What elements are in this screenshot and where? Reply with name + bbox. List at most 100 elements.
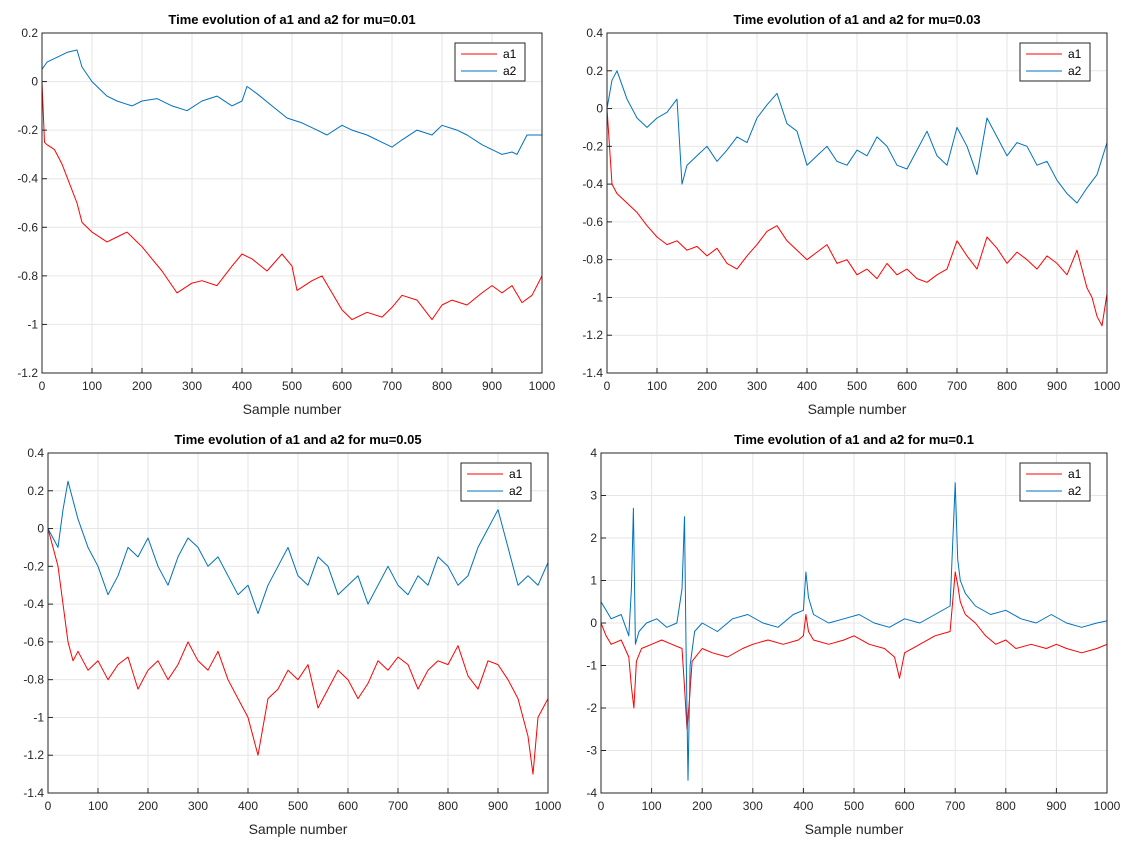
x-tick-label: 700 — [382, 379, 402, 393]
x-tick-label: 1000 — [535, 799, 562, 813]
x-tick-label: 600 — [338, 799, 358, 813]
x-tick-label: 100 — [88, 799, 108, 813]
x-tick-label: 200 — [697, 379, 717, 393]
y-tick-label: -1.2 — [17, 366, 38, 380]
chart-4: 0 100 200 300 400 500 600 700 800 900 1000 -4 -3 -2 -1… — [586, 432, 1120, 837]
y-tick-label: 0 — [37, 522, 44, 536]
x-tick-label: 300 — [182, 379, 202, 393]
chart-title: Time evolution of a1 and a2 for mu=0.03 — [733, 12, 980, 27]
y-tick-label: -1.2 — [582, 328, 603, 342]
series-line-a2 — [48, 480, 548, 615]
x-tick-label: 900 — [488, 799, 508, 813]
x-tick-label: 400 — [238, 799, 258, 813]
x-tick-label: 300 — [747, 379, 767, 393]
legend-label-a1: a1 — [1068, 47, 1082, 61]
y-tick-label: 0 — [590, 616, 597, 630]
y-tick-label: 2 — [590, 531, 597, 545]
x-tick-label: 500 — [847, 379, 867, 393]
y-tick-label: -1.4 — [582, 366, 603, 380]
x-tick-label: 600 — [895, 799, 915, 813]
x-tick-label: 400 — [797, 379, 817, 393]
series-line-a1 — [42, 81, 542, 321]
x-tick-label: 400 — [232, 379, 252, 393]
legend-box — [460, 462, 532, 502]
x-tick-label: 0 — [45, 799, 52, 813]
x-tick-label: 700 — [947, 379, 967, 393]
chart-2: 0 100 200 300 400 500 600 700 800 900 1000 -1.4 -1.2… — [582, 12, 1120, 417]
x-tick-label: 100 — [647, 379, 667, 393]
y-tick-label: 0.2 — [21, 26, 38, 40]
x-tick-label: 700 — [388, 799, 408, 813]
x-tick-label: 0 — [39, 379, 46, 393]
x-tick-label: 900 — [1047, 379, 1067, 393]
legend-box — [1019, 42, 1091, 82]
y-tick-label: -1 — [586, 659, 597, 673]
legend-label-a1: a1 — [509, 467, 523, 481]
chart-title: Time evolution of a1 and a2 for mu=0.1 — [734, 432, 974, 447]
chart-title: Time evolution of a1 and a2 for mu=0.05 — [174, 432, 421, 447]
x-tick-label: 0 — [604, 379, 611, 393]
x-tick-label: 500 — [288, 799, 308, 813]
y-tick-label: -3 — [586, 744, 597, 758]
y-tick-label: -0.6 — [23, 635, 44, 649]
y-tick-label: -0.2 — [17, 123, 38, 137]
y-tick-label: -4 — [586, 786, 597, 800]
legend-box — [1019, 462, 1091, 502]
chart-3: 0 100 200 300 400 500 600 700 800 900 1000 -1.4 -1.2… — [23, 432, 561, 837]
y-tick-label: 0.4 — [586, 26, 603, 40]
y-tick-label: -1 — [27, 317, 38, 331]
series-line-a1 — [607, 108, 1107, 327]
x-tick-label: 300 — [188, 799, 208, 813]
x-tick-label: 1000 — [1094, 799, 1121, 813]
x-axis-label: Sample number — [243, 401, 342, 417]
y-tick-label: 3 — [590, 489, 597, 503]
x-tick-label: 200 — [692, 799, 712, 813]
x-axis-label: Sample number — [249, 821, 348, 837]
x-tick-label: 700 — [945, 799, 965, 813]
series-line-a1 — [601, 571, 1107, 730]
legend-label-a2: a2 — [1068, 484, 1082, 498]
x-axis-label: Sample number — [808, 401, 907, 417]
y-tick-label: -0.2 — [23, 559, 44, 573]
x-tick-label: 800 — [997, 379, 1017, 393]
y-tick-label: -0.2 — [582, 139, 603, 153]
y-tick-label: 0.2 — [586, 64, 603, 78]
y-tick-label: 0 — [31, 75, 38, 89]
x-tick-label: 600 — [897, 379, 917, 393]
x-tick-label: 900 — [482, 379, 502, 393]
y-tick-label: -1 — [592, 290, 603, 304]
legend-label-a2: a2 — [509, 484, 523, 498]
x-tick-label: 200 — [138, 799, 158, 813]
y-tick-label: -0.4 — [17, 172, 38, 186]
x-tick-label: 300 — [743, 799, 763, 813]
x-tick-label: 400 — [793, 799, 813, 813]
x-tick-label: 800 — [996, 799, 1016, 813]
x-tick-label: 100 — [82, 379, 102, 393]
x-tick-label: 900 — [1046, 799, 1066, 813]
x-tick-label: 600 — [332, 379, 352, 393]
y-tick-label: -0.4 — [23, 597, 44, 611]
x-tick-label: 500 — [282, 379, 302, 393]
x-tick-label: 500 — [844, 799, 864, 813]
x-tick-label: 800 — [432, 379, 452, 393]
series-line-a2 — [601, 482, 1107, 781]
chart-title: Time evolution of a1 and a2 for mu=0.01 — [168, 12, 415, 27]
x-tick-label: 0 — [598, 799, 605, 813]
y-tick-label: -1.4 — [23, 786, 44, 800]
y-tick-label: -0.8 — [23, 673, 44, 687]
y-tick-label: -0.8 — [582, 253, 603, 267]
x-tick-label: 200 — [132, 379, 152, 393]
y-tick-label: 0.4 — [27, 446, 44, 460]
legend-label-a1: a1 — [1068, 467, 1082, 481]
y-tick-label: -0.4 — [582, 177, 603, 191]
x-tick-label: 1000 — [1094, 379, 1121, 393]
y-tick-label: -1.2 — [23, 748, 44, 762]
y-tick-label: 1 — [590, 574, 597, 588]
y-tick-label: -1 — [33, 710, 44, 724]
x-tick-label: 1000 — [529, 379, 556, 393]
